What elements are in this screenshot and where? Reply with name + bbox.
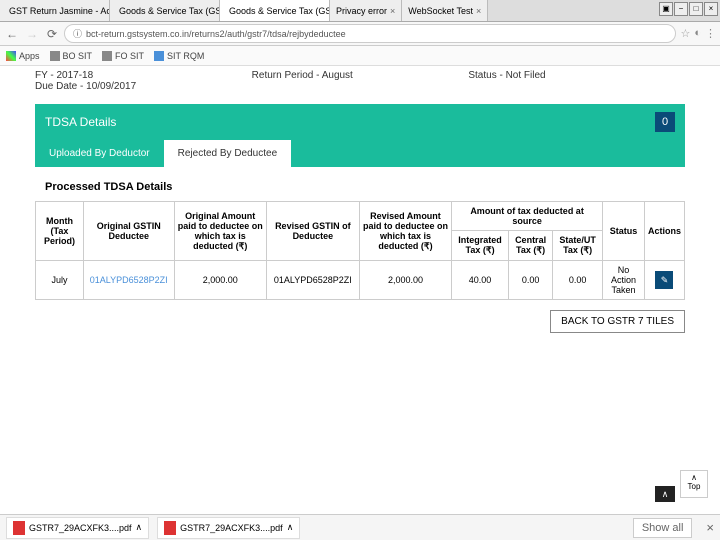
address-bar: ← → ⟳ ⓘ bct-return.gstsystem.co.in/retur… — [0, 22, 720, 46]
chevron-up-icon: ∧ — [287, 522, 294, 533]
reload-button[interactable]: ⟳ — [44, 26, 60, 42]
browser-tab[interactable]: GST Return Jasmine - Ac× — [0, 0, 110, 21]
downloads-bar: GSTR7_29ACXFK3....pdf ∧ GSTR7_29ACXFK3..… — [0, 514, 720, 540]
cell-igst: 40.00 — [452, 261, 509, 300]
user-icon[interactable]: ▣ — [659, 2, 673, 16]
panel-title: TDSA Details — [45, 115, 116, 129]
back-button[interactable]: ← — [4, 26, 20, 42]
url-input[interactable]: ⓘ bct-return.gstsystem.co.in/returns2/au… — [64, 24, 676, 43]
bookmark-icon — [154, 51, 164, 61]
tab-uploaded[interactable]: Uploaded By Deductor — [35, 140, 164, 167]
panel-tabs: Uploaded By Deductor Rejected By Deducte… — [35, 140, 685, 167]
download-item[interactable]: GSTR7_29ACXFK3....pdf ∧ — [6, 517, 149, 539]
apps-icon — [6, 51, 16, 61]
back-row: BACK TO GSTR 7 TILES — [35, 300, 685, 343]
url-text: bct-return.gstsystem.co.in/returns2/auth… — [86, 29, 346, 39]
col-rev-amt: Revised Amount paid to deductee on which… — [359, 202, 451, 261]
pdf-icon — [164, 521, 176, 535]
col-status: Status — [603, 202, 645, 261]
bookmark-item[interactable]: SIT RQM — [154, 51, 204, 61]
col-orig-amt: Original Amount paid to deductee on whic… — [174, 202, 266, 261]
close-icon[interactable]: × — [390, 6, 395, 16]
browser-tab[interactable]: Goods & Service Tax (GS× — [110, 0, 220, 21]
scroll-top-button[interactable]: ∧ Top — [680, 470, 708, 498]
show-all-button[interactable]: Show all — [633, 518, 693, 538]
due-date-label: Due Date - 10/09/2017 — [35, 81, 252, 92]
col-cgst: Central Tax (₹) — [508, 231, 552, 261]
bookmark-item[interactable]: FO SIT — [102, 51, 144, 61]
return-period-label: Return Period - August — [252, 70, 469, 92]
minimize-button[interactable]: − — [674, 2, 688, 16]
chevron-up-icon: ∧ — [136, 522, 143, 533]
pdf-icon — [13, 521, 25, 535]
extension-icons: ◐ ⋮ — [694, 27, 716, 40]
close-icon[interactable]: × — [476, 6, 481, 16]
cell-rev-gstin: 01ALYPD6528P2ZI — [266, 261, 359, 300]
col-sgst: State/UT Tax (₹) — [553, 231, 603, 261]
bookmark-item[interactable]: BO SIT — [50, 51, 93, 61]
bookmark-icon — [102, 51, 112, 61]
status-label: Status - Not Filed — [468, 70, 685, 92]
col-month: Month (Tax Period) — [36, 202, 84, 261]
browser-tab-active[interactable]: Goods & Service Tax (GS× — [220, 0, 330, 21]
info-icon: ⓘ — [73, 27, 82, 40]
browser-tab-strip: GST Return Jasmine - Ac× Goods & Service… — [0, 0, 720, 22]
bookmarks-bar: Apps BO SIT FO SIT SIT RQM — [0, 46, 720, 66]
browser-tab[interactable]: WebSocket Test× — [402, 0, 488, 21]
scroll-top-dark-button[interactable]: ∧ — [655, 486, 675, 502]
scroll-top-label: Top — [681, 482, 707, 491]
cell-sgst: 0.00 — [553, 261, 603, 300]
cell-cgst: 0.00 — [508, 261, 552, 300]
cell-gstin-link[interactable]: 01ALYPD6528P2ZI — [83, 261, 174, 300]
help-button[interactable]: 0 — [655, 112, 675, 132]
col-rev-gstin: Revised GSTIN of Deductee — [266, 202, 359, 261]
tdsa-table: Month (Tax Period) Original GSTIN Deduct… — [35, 201, 685, 300]
col-actions: Actions — [644, 202, 684, 261]
tdsa-panel: TDSA Details 0 Uploaded By Deductor Reje… — [35, 104, 685, 343]
cell-orig-amt: 2,000.00 — [174, 261, 266, 300]
table-header-row: Month (Tax Period) Original GSTIN Deduct… — [36, 202, 685, 231]
close-button[interactable]: × — [704, 2, 718, 16]
bookmark-star-icon[interactable]: ☆ — [680, 27, 690, 40]
cell-status: No Action Taken — [603, 261, 645, 300]
cell-month: July — [36, 261, 84, 300]
apps-bookmark[interactable]: Apps — [6, 51, 40, 61]
cell-actions: ✎ — [644, 261, 684, 300]
bookmark-icon — [50, 51, 60, 61]
window-controls: ▣ − □ × — [657, 0, 720, 21]
cell-rev-amt: 2,000.00 — [359, 261, 451, 300]
download-item[interactable]: GSTR7_29ACXFK3....pdf ∧ — [157, 517, 300, 539]
col-igst: Integrated Tax (₹) — [452, 231, 509, 261]
section-title: Processed TDSA Details — [35, 167, 685, 201]
fy-label: FY - 2017-18 — [35, 70, 252, 81]
col-gstin: Original GSTIN Deductee — [83, 202, 174, 261]
return-info-row: FY - 2017-18 Due Date - 10/09/2017 Retur… — [35, 66, 685, 96]
close-downloads-button[interactable]: × — [706, 520, 714, 535]
back-to-tiles-button[interactable]: BACK TO GSTR 7 TILES — [550, 310, 685, 333]
page-content: FY - 2017-18 Due Date - 10/09/2017 Retur… — [0, 66, 720, 343]
edit-button[interactable]: ✎ — [655, 271, 673, 289]
download-filename: GSTR7_29ACXFK3....pdf — [180, 523, 283, 533]
panel-header: TDSA Details 0 — [35, 104, 685, 140]
chevron-up-icon: ∧ — [681, 473, 707, 482]
extension-icon[interactable]: ◐ — [694, 27, 701, 40]
download-filename: GSTR7_29ACXFK3....pdf — [29, 523, 132, 533]
forward-button[interactable]: → — [24, 26, 40, 42]
col-tax-group: Amount of tax deducted at source — [452, 202, 603, 231]
maximize-button[interactable]: □ — [689, 2, 703, 16]
menu-icon[interactable]: ⋮ — [705, 27, 716, 40]
browser-tab[interactable]: Privacy error× — [330, 0, 402, 21]
table-row: July 01ALYPD6528P2ZI 2,000.00 01ALYPD652… — [36, 261, 685, 300]
tab-rejected[interactable]: Rejected By Deductee — [164, 140, 292, 167]
